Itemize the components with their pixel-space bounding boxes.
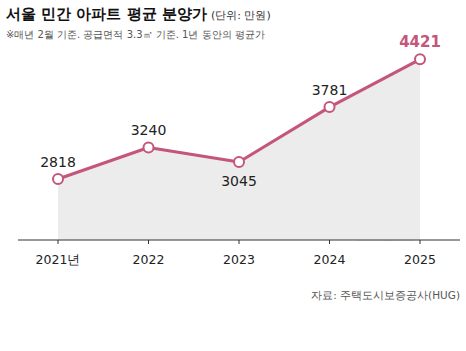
data-label: 4421 [399, 33, 441, 51]
data-label: 3781 [312, 82, 348, 98]
x-tick-label: 2024 [314, 252, 346, 267]
subtitle: (단위: 만원) [211, 9, 271, 22]
marker [234, 157, 244, 167]
title: 서울 민간 아파트 평균 분양가 [6, 5, 207, 23]
x-tick [58, 240, 59, 244]
chart-container: 서울 민간 아파트 평균 분양가 (단위: 만원) ※매년 2월 기준. 공급면적 … [0, 0, 466, 351]
area [58, 59, 420, 240]
data-label: 3045 [221, 173, 257, 189]
marker [325, 102, 335, 112]
x-tick [329, 240, 330, 244]
marker [144, 142, 154, 152]
source: 자료: 주택도시보증공사(HUG) [311, 289, 460, 301]
x-tick-label: 2025 [404, 252, 436, 267]
annotation: ※매년 2월 기준. 공급면적 3.3㎡ 기준. 1년 동안의 평균가 [6, 29, 265, 40]
plot-data [53, 54, 425, 240]
x-tick [148, 240, 149, 244]
data-label: 2818 [40, 154, 76, 170]
marker [415, 54, 425, 64]
marker [53, 174, 63, 184]
data-label: 3240 [131, 122, 167, 138]
x-tick-label: 2023 [223, 252, 255, 267]
x-tick [420, 240, 421, 244]
chart-svg: 서울 민간 아파트 평균 분양가 (단위: 만원) ※매년 2월 기준. 공급면적 … [0, 0, 466, 351]
x-tick-label: 2021년 [36, 252, 81, 267]
line [58, 59, 420, 179]
x-tick-label: 2022 [133, 252, 165, 267]
x-tick [239, 240, 240, 244]
